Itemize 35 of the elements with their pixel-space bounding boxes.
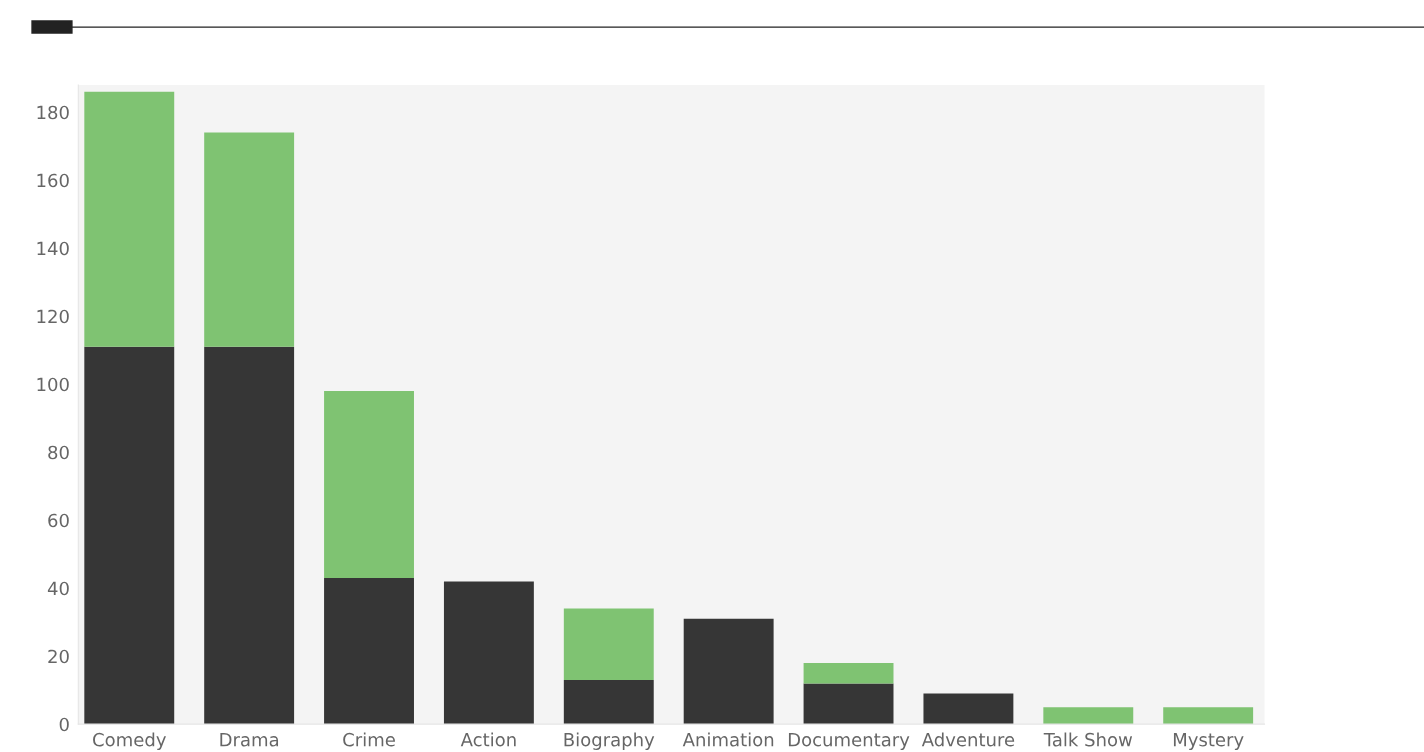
bar <box>1163 707 1254 725</box>
bar <box>204 346 295 725</box>
bar <box>324 390 414 578</box>
bar <box>563 679 654 725</box>
x-tick-label: Adventure <box>921 732 1015 747</box>
bar <box>803 683 894 725</box>
bar <box>443 581 534 725</box>
y-tick-label: 120 <box>37 309 69 324</box>
y-tick-label: 80 <box>48 445 69 460</box>
bar <box>84 346 175 725</box>
x-tick-label: Animation <box>682 732 774 747</box>
bar <box>324 577 414 725</box>
y-tick-label: 100 <box>37 377 69 392</box>
x-tick-label: Biography <box>564 732 655 750</box>
bar <box>683 618 774 725</box>
y-tick-label: 180 <box>37 105 69 120</box>
y-tick-label: 160 <box>37 173 69 188</box>
bar <box>1043 707 1134 725</box>
bar <box>803 662 894 684</box>
y-tick-label: 20 <box>48 649 69 664</box>
bar <box>204 132 295 347</box>
x-tick-label: Crime <box>343 732 395 747</box>
x-tick-label: Talk Show <box>1043 732 1133 747</box>
y-tick-label: 140 <box>37 241 69 256</box>
bar <box>923 693 1014 725</box>
x-tick-label: Comedy <box>93 732 166 750</box>
x-tick-label: Documentary <box>788 733 910 750</box>
x-tick-label: Drama <box>220 733 279 747</box>
y-tick-label: 40 <box>47 581 69 596</box>
x-tick-label: Action <box>460 732 516 747</box>
bar <box>84 91 175 347</box>
bar <box>563 608 654 680</box>
y-tick-label: 60 <box>48 513 69 528</box>
y-tick-label: 0 <box>59 717 69 732</box>
x-tick-label: Mystery <box>1173 733 1244 750</box>
